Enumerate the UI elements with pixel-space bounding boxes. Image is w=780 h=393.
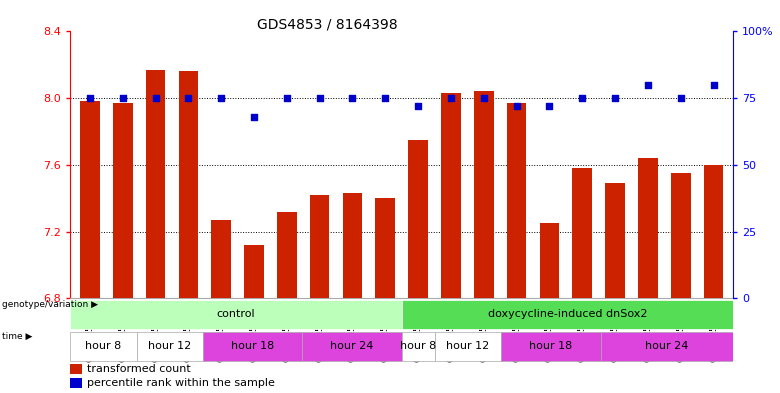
Bar [375, 198, 395, 298]
Point [182, 95, 194, 101]
Bar [704, 165, 723, 298]
Text: hour 8: hour 8 [400, 342, 436, 351]
Bar [303, 332, 402, 361]
Text: GDS4853 / 8164398: GDS4853 / 8164398 [257, 18, 398, 32]
Bar [211, 220, 231, 298]
Point [248, 114, 261, 120]
Bar [408, 140, 428, 298]
Point [412, 103, 424, 109]
Point [83, 95, 96, 101]
Bar [277, 211, 296, 298]
Point [379, 95, 392, 101]
Point [609, 95, 622, 101]
Text: hour 18: hour 18 [530, 342, 573, 351]
Bar [342, 193, 363, 298]
Bar [501, 332, 601, 361]
Point [149, 95, 161, 101]
Point [477, 95, 490, 101]
Point [445, 95, 457, 101]
Bar [113, 103, 133, 298]
Text: genotype/variation ▶: genotype/variation ▶ [2, 300, 98, 309]
Bar [601, 332, 733, 361]
Bar [244, 245, 264, 298]
Point [281, 95, 293, 101]
Bar [70, 378, 82, 388]
Bar [70, 300, 402, 329]
Bar [402, 332, 435, 361]
Bar [507, 103, 526, 298]
Text: time ▶: time ▶ [2, 332, 32, 340]
Point [576, 95, 588, 101]
Bar [402, 300, 733, 329]
Bar [179, 72, 198, 298]
Point [675, 95, 687, 101]
Text: hour 8: hour 8 [85, 342, 122, 351]
Bar [136, 332, 203, 361]
Bar [671, 173, 690, 298]
Text: hour 12: hour 12 [446, 342, 490, 351]
Point [707, 82, 720, 88]
Text: control: control [217, 309, 255, 320]
Bar [638, 158, 658, 298]
Text: hour 18: hour 18 [231, 342, 274, 351]
Bar [80, 101, 100, 298]
Point [510, 103, 523, 109]
Bar [203, 332, 303, 361]
Point [314, 95, 326, 101]
Point [642, 82, 654, 88]
Text: hour 24: hour 24 [645, 342, 689, 351]
Bar [573, 168, 592, 298]
Bar [435, 332, 501, 361]
Bar [70, 364, 82, 375]
Bar [70, 332, 136, 361]
Text: doxycycline-induced dnSox2: doxycycline-induced dnSox2 [488, 309, 647, 320]
Bar [605, 183, 625, 298]
Text: hour 12: hour 12 [148, 342, 191, 351]
Text: transformed count: transformed count [87, 364, 190, 374]
Bar [310, 195, 329, 298]
Point [543, 103, 555, 109]
Point [116, 95, 129, 101]
Point [346, 95, 359, 101]
Bar [540, 223, 559, 298]
Point [215, 95, 228, 101]
Text: hour 24: hour 24 [330, 342, 374, 351]
Bar [474, 92, 494, 298]
Bar [441, 93, 461, 298]
Bar [146, 70, 165, 298]
Text: percentile rank within the sample: percentile rank within the sample [87, 378, 275, 387]
